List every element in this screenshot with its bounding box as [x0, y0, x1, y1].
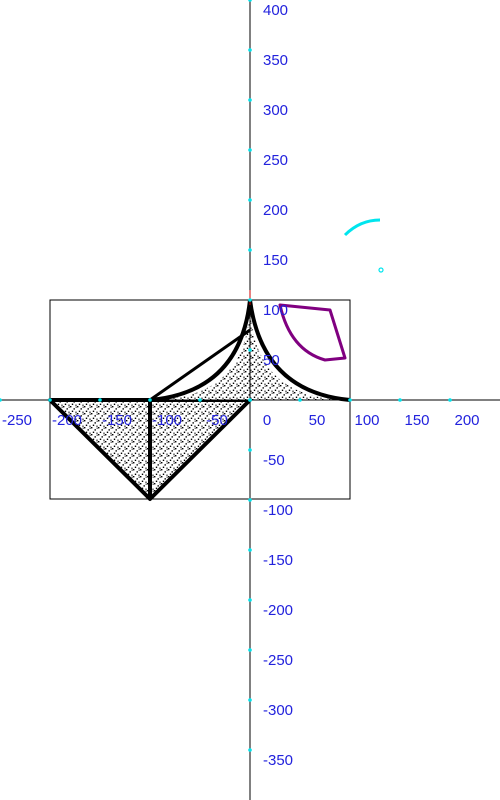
y-tick-label: 150	[263, 252, 288, 269]
y-tick-label: 200	[263, 202, 288, 219]
x-tick-marker	[298, 398, 302, 402]
x-tick-marker	[48, 398, 52, 402]
x-tick-label: -50	[206, 412, 228, 429]
y-tick-marker	[248, 498, 252, 502]
y-tick-marker	[248, 698, 252, 702]
x-tick-marker	[98, 398, 102, 402]
y-tick-marker	[248, 548, 252, 552]
y-tick-label: 100	[263, 302, 288, 319]
x-tick-label: 150	[404, 412, 429, 429]
y-tick-marker	[248, 348, 252, 352]
y-tick-marker	[248, 598, 252, 602]
left-concave-curve	[50, 299, 252, 402]
y-tick-label: 300	[263, 102, 288, 119]
x-tick-label: -150	[102, 412, 132, 429]
y-tick-marker	[248, 48, 252, 52]
cyan-arc	[343, 218, 381, 237]
x-tick-label: 50	[309, 412, 326, 429]
right-concave-curve	[248, 299, 351, 402]
x-tick-marker	[148, 398, 152, 402]
x-tick-label: 0	[263, 412, 271, 429]
y-tick-marker	[248, 648, 252, 652]
x-tick-marker	[398, 398, 402, 402]
y-tick-marker	[248, 98, 252, 102]
x-tick-label: -200	[52, 412, 82, 429]
y-tick-label: 350	[263, 52, 288, 69]
x-tick-marker	[198, 398, 202, 402]
x-tick-label: 200	[454, 412, 479, 429]
diagonal-chord	[149, 328, 251, 402]
y-tick-marker	[248, 448, 252, 452]
cyan-point	[378, 267, 384, 273]
y-tick-label: -150	[263, 552, 293, 569]
y-tick-label: 400	[263, 2, 288, 19]
axis-ticks: -250 -200 -150 -100 -50 0 50 100 150 200 400 350 300…	[0, 0, 480, 769]
y-tick-label: -300	[263, 702, 293, 719]
y-tick-marker	[248, 748, 252, 752]
x-tick-label: 100	[354, 412, 379, 429]
x-tick-marker	[348, 398, 352, 402]
stippled-curved-region	[250, 300, 350, 400]
stippled-curved-region-left	[150, 300, 250, 400]
y-tick-label: 50	[263, 352, 280, 369]
x-tick-marker	[0, 398, 2, 402]
y-tick-label: -100	[263, 502, 293, 519]
y-tick-label: -200	[263, 602, 293, 619]
purple-sector	[278, 303, 347, 362]
y-tick-label: -50	[263, 452, 285, 469]
y-tick-label: -350	[263, 752, 293, 769]
y-tick-label: -250	[263, 652, 293, 669]
y-tick-marker	[248, 0, 252, 2]
x-tick-marker	[448, 398, 452, 402]
y-tick-marker	[248, 398, 252, 402]
y-tick-marker	[248, 298, 252, 302]
y-tick-marker	[248, 148, 252, 152]
y-tick-label: 250	[263, 152, 288, 169]
y-tick-marker	[248, 198, 252, 202]
x-tick-label: -250	[2, 412, 32, 429]
x-tick-label: -100	[152, 412, 182, 429]
y-tick-marker	[248, 248, 252, 252]
